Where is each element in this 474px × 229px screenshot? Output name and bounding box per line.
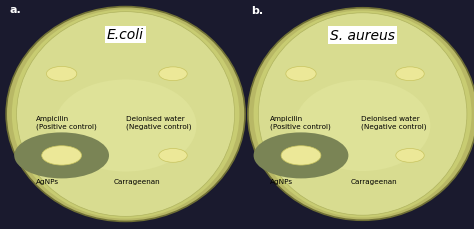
Circle shape bbox=[46, 67, 77, 82]
Text: Carrageenan: Carrageenan bbox=[351, 179, 397, 185]
Text: Ampicilin
(Positive control): Ampicilin (Positive control) bbox=[36, 116, 96, 129]
Text: S. aureus: S. aureus bbox=[330, 29, 395, 43]
Ellipse shape bbox=[55, 80, 196, 172]
Circle shape bbox=[42, 146, 82, 165]
Circle shape bbox=[254, 133, 348, 179]
Text: AgNPs: AgNPs bbox=[270, 179, 293, 185]
Ellipse shape bbox=[6, 8, 245, 221]
Ellipse shape bbox=[295, 81, 430, 171]
Ellipse shape bbox=[12, 10, 239, 219]
Ellipse shape bbox=[17, 13, 235, 216]
Ellipse shape bbox=[258, 14, 467, 215]
Circle shape bbox=[396, 149, 424, 163]
Text: E.coli: E.coli bbox=[107, 28, 144, 42]
Circle shape bbox=[14, 133, 109, 179]
Circle shape bbox=[159, 149, 187, 163]
Text: b.: b. bbox=[251, 6, 264, 16]
Circle shape bbox=[286, 67, 316, 82]
Circle shape bbox=[281, 146, 321, 165]
Ellipse shape bbox=[254, 11, 472, 218]
Circle shape bbox=[159, 68, 187, 81]
Text: Deionised water
(Negative control): Deionised water (Negative control) bbox=[361, 116, 427, 129]
Text: Carrageenan: Carrageenan bbox=[114, 179, 160, 185]
Ellipse shape bbox=[248, 9, 474, 220]
Circle shape bbox=[396, 68, 424, 81]
Text: AgNPs: AgNPs bbox=[36, 179, 59, 185]
Text: a.: a. bbox=[9, 5, 21, 14]
Text: Ampicilin
(Positive control): Ampicilin (Positive control) bbox=[270, 116, 331, 129]
Text: Deionised water
(Negative control): Deionised water (Negative control) bbox=[126, 116, 191, 129]
